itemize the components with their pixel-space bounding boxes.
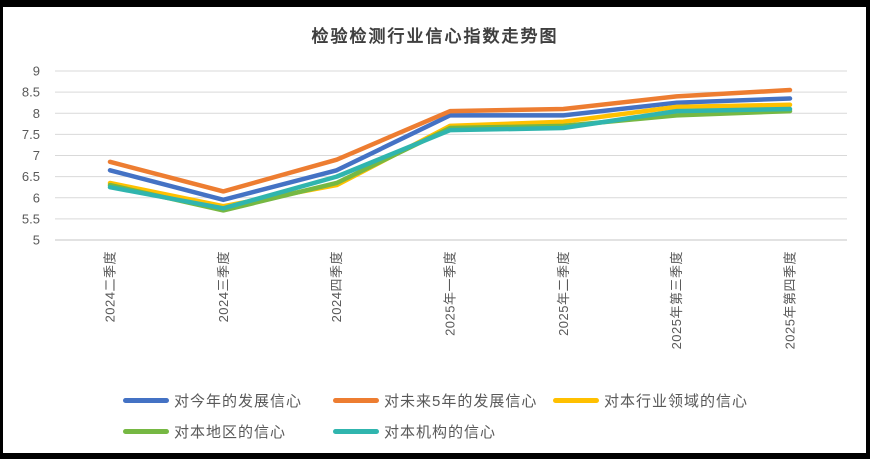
y-tick-label: 6 bbox=[33, 190, 40, 205]
legend-item: 对本机构的信心 bbox=[333, 421, 553, 442]
x-tick-label: 2025年第四季度 bbox=[783, 251, 798, 349]
legend-swatch-icon bbox=[333, 429, 379, 434]
y-tick-label: 5.5 bbox=[22, 211, 40, 226]
legend-swatch-icon bbox=[553, 398, 599, 403]
y-tick-label: 9 bbox=[33, 64, 40, 79]
x-tick-label: 2025年一季度 bbox=[443, 251, 458, 336]
legend-swatch-icon bbox=[123, 398, 169, 403]
legend-item: 对未来5年的发展信心 bbox=[333, 390, 553, 411]
series-line-1 bbox=[107, 96, 793, 203]
legend-label: 对本机构的信心 bbox=[384, 424, 497, 441]
legend-swatch-icon bbox=[333, 398, 379, 403]
y-tick-label: 8 bbox=[33, 106, 40, 121]
legend-label: 对本地区的信心 bbox=[174, 424, 287, 441]
x-tick-label: 2024二季度 bbox=[103, 251, 118, 322]
y-tick-label: 5 bbox=[33, 233, 40, 248]
x-tick-label: 2024三季度 bbox=[216, 251, 231, 322]
y-tick-label: 7.5 bbox=[22, 127, 40, 142]
legend-item: 对本行业领域的信心 bbox=[553, 390, 823, 411]
legend-swatch-icon bbox=[123, 429, 169, 434]
legend-label: 对今年的发展信心 bbox=[174, 393, 303, 410]
x-tick-label: 2025年第三季度 bbox=[669, 251, 684, 349]
y-tick-label: 8.5 bbox=[22, 85, 40, 100]
x-tick-label: 2024四季度 bbox=[329, 251, 344, 322]
legend-label: 对未来5年的发展信心 bbox=[384, 393, 538, 410]
chart-legend: 对今年的发展信心 对未来5年的发展信心 对本行业领域的信心对本地区的信心 对本机构的信… bbox=[123, 390, 823, 442]
series-line-5 bbox=[107, 106, 793, 211]
y-tick-label: 6.5 bbox=[22, 169, 40, 184]
legend-item: 对本地区的信心 bbox=[123, 421, 333, 442]
chart-title: 检验检测行业信心指数走势图 bbox=[311, 27, 559, 46]
legend-item: 对今年的发展信心 bbox=[123, 390, 333, 411]
legend-label: 对本行业领域的信心 bbox=[604, 393, 749, 410]
series-line-2 bbox=[107, 87, 793, 194]
x-tick-label: 2025年二季度 bbox=[556, 251, 571, 336]
y-tick-label: 7 bbox=[33, 148, 40, 163]
